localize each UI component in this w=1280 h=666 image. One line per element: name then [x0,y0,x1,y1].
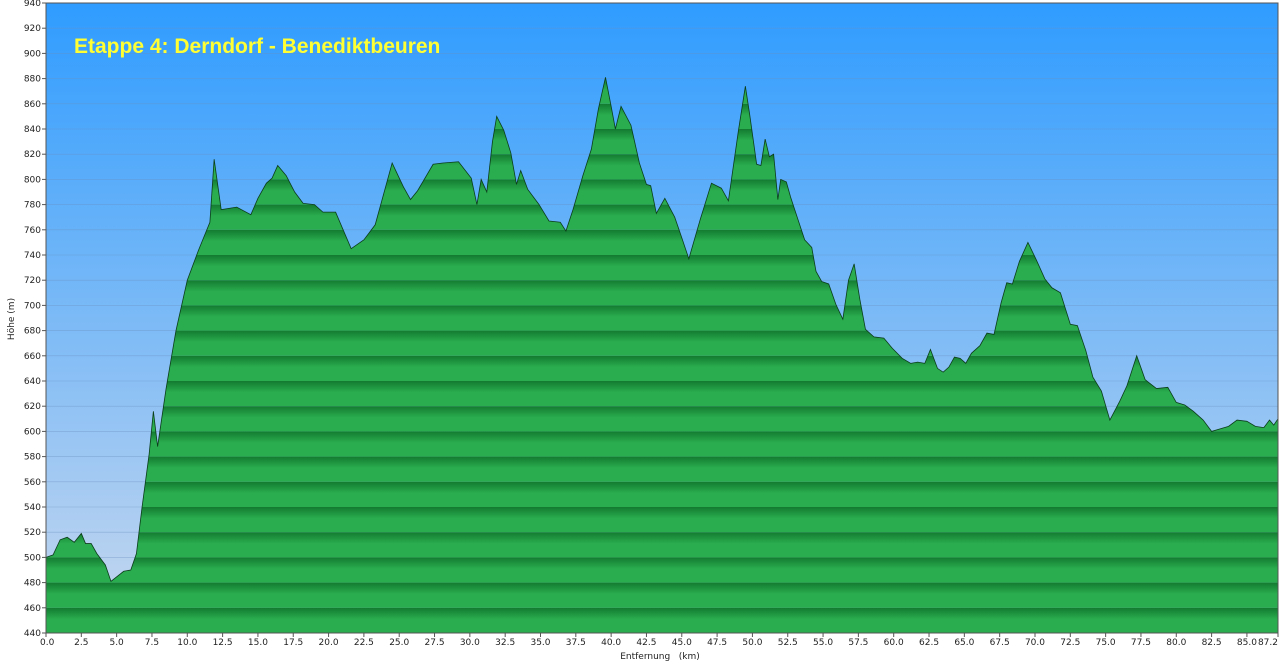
y-tick-label: 460 [24,604,41,614]
x-axis: 0.0 2.5 5.0 7.5 10.0 12.5 15.0 17.5 20.0 22.5 25.0… [40,633,1279,648]
y-tick-label: 860 [24,100,41,110]
x-tick-label: 15.0 [248,638,268,648]
x-tick-label: 85.0 [1237,638,1257,648]
area-band [46,582,1278,608]
elevation-profile-line [45,77,1279,583]
x-tick-label: 82.5 [1202,638,1222,648]
y-axis: 440 460 480 500 520 540 560 580 600 620 640 660 680 7… [24,0,46,639]
y-tick-label: 480 [24,579,41,589]
x-tick-label: 60.0 [884,638,904,648]
x-tick-label: 35.0 [530,638,550,648]
y-tick-label: 940 [24,0,41,9]
y-tick-label: 640 [24,377,41,387]
x-tick-label: 12.5 [213,638,233,648]
y-tick-label: 700 [24,301,41,311]
x-tick-label: 40.0 [601,638,621,648]
x-tick-label: 25.0 [389,638,409,648]
x-tick-label: 47.5 [707,638,727,648]
x-tick-label: 17.5 [283,638,303,648]
x-tick-label: 65.0 [954,638,974,648]
x-tick-label: 87.2 [1258,638,1278,648]
x-tick-label: 72.5 [1060,638,1080,648]
y-tick-label: 760 [24,226,41,236]
y-tick-label: 680 [24,327,41,337]
x-tick-label: 70.0 [1025,638,1045,648]
plot-frame [45,2,1279,634]
y-tick-label: 900 [24,49,41,59]
area-band [46,355,1278,381]
x-tick-label: 22.5 [354,638,374,648]
x-tick-label: 55.0 [813,638,833,648]
area-band [46,431,1278,457]
area-band [46,406,1278,432]
y-tick-label: 720 [24,276,41,286]
x-tick-label: 77.5 [1131,638,1151,648]
x-tick-label: 45.0 [672,638,692,648]
x-tick-label: 0.0 [40,638,55,648]
y-tick-label: 880 [24,75,41,85]
x-tick-label: 50.0 [742,638,762,648]
y-tick-label: 800 [24,175,41,185]
x-tick-label: 62.5 [919,638,939,648]
y-tick-label: 840 [24,125,41,135]
x-tick-label: 27.5 [425,638,445,648]
x-tick-label: 32.5 [495,638,515,648]
x-tick-label: 42.5 [636,638,656,648]
y-tick-label: 540 [24,503,41,513]
y-tick-label: 600 [24,427,41,437]
x-tick-label: 57.5 [848,638,868,648]
area-band [46,330,1278,356]
y-tick-label: 780 [24,201,41,211]
area-band [46,381,1278,407]
x-tick-label: 67.5 [990,638,1010,648]
y-tick-label: 740 [24,251,41,261]
area-band [46,456,1278,482]
x-tick-label: 5.0 [109,638,124,648]
y-tick-label: 520 [24,528,41,538]
y-tick-label: 580 [24,453,41,463]
x-axis-title: Entfernung (km) [620,652,700,662]
y-axis-title: Höhe (m) [7,298,17,340]
area-band [46,557,1278,583]
chart-title: Etappe 4: Derndorf - Benediktbeuren [74,35,440,58]
y-tick-label: 440 [24,629,41,639]
x-tick-label: 2.5 [74,638,88,648]
x-tick-label: 75.0 [1096,638,1116,648]
y-tick-label: 560 [24,478,41,488]
y-tick-label: 920 [24,24,41,34]
area-band [46,607,1278,633]
y-tick-label: 820 [24,150,41,160]
x-tick-label: 80.0 [1166,638,1186,648]
x-tick-label: 37.5 [566,638,586,648]
x-tick-label: 30.0 [460,638,480,648]
area-band [46,532,1278,558]
y-tick-label: 620 [24,402,41,412]
area-band [46,507,1278,533]
x-tick-label: 10.0 [177,638,197,648]
x-tick-label: 52.5 [778,638,798,648]
x-tick-label: 20.0 [319,638,339,648]
area-band [46,481,1278,507]
x-tick-label: 7.5 [145,638,159,648]
y-tick-label: 660 [24,352,41,362]
y-tick-label: 500 [24,553,41,563]
